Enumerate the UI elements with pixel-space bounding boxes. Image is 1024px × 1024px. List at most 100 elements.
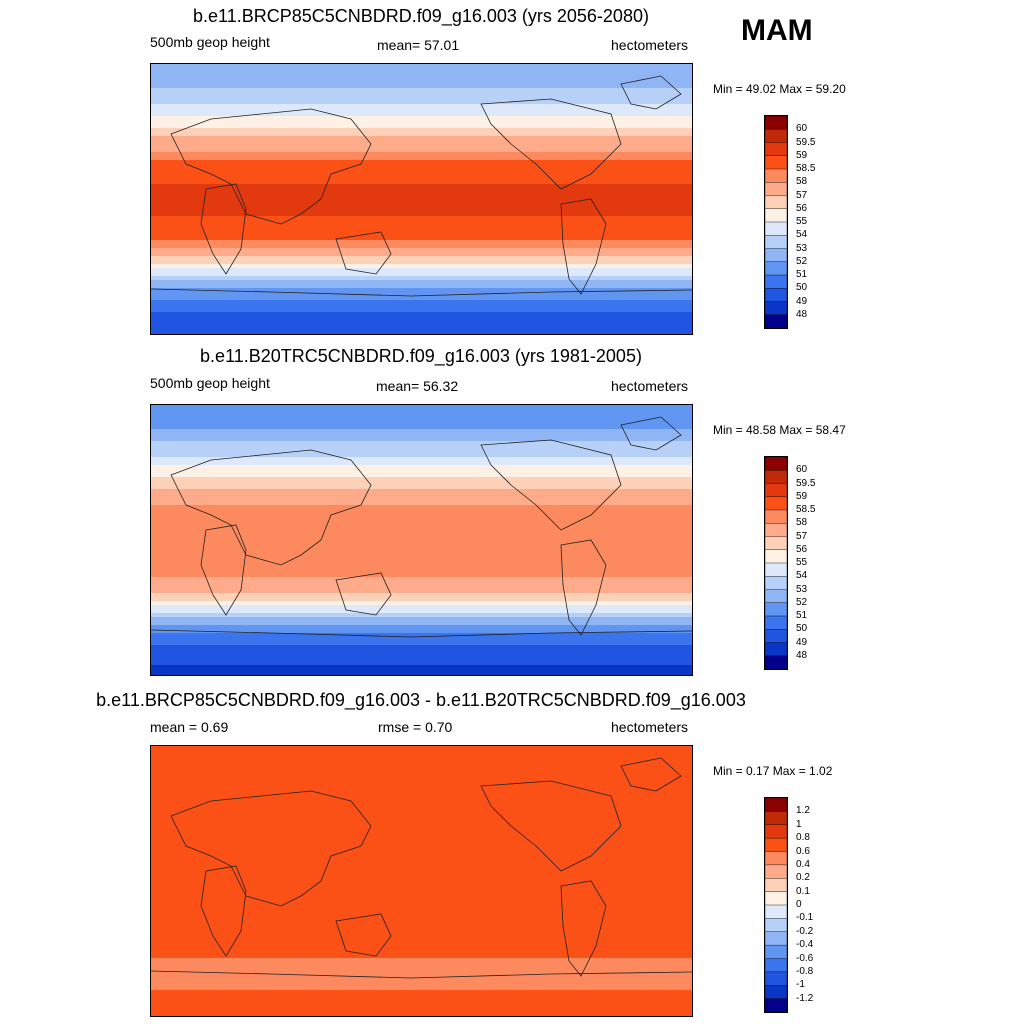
field-band bbox=[151, 750, 692, 755]
field-band bbox=[151, 770, 692, 775]
field-band bbox=[151, 629, 692, 634]
field-band bbox=[151, 826, 692, 831]
colorbar-swatch bbox=[765, 155, 787, 170]
colorbar-swatch bbox=[765, 904, 787, 919]
coastline-outline bbox=[151, 288, 692, 297]
field-band bbox=[151, 80, 692, 85]
field-band bbox=[151, 609, 692, 614]
field-band bbox=[151, 236, 692, 241]
colorbar-swatch bbox=[765, 248, 787, 263]
field-band bbox=[151, 990, 692, 995]
field-band bbox=[151, 332, 692, 334]
field-band bbox=[151, 112, 692, 117]
field-band bbox=[151, 858, 692, 863]
field-band bbox=[151, 441, 692, 446]
field-band bbox=[151, 1010, 692, 1015]
field-band bbox=[151, 64, 692, 69]
field-band bbox=[151, 830, 692, 835]
field-band bbox=[151, 758, 692, 763]
colorbar-tick-label: 55 bbox=[796, 216, 808, 227]
field-band bbox=[151, 128, 692, 133]
field-band bbox=[151, 260, 692, 265]
field-band bbox=[151, 810, 692, 815]
colorbar-tick-label: -1.2 bbox=[796, 992, 814, 1004]
panel-3-colorbar bbox=[764, 797, 788, 1013]
colorbar-tick-label: 59.5 bbox=[796, 136, 816, 148]
colorbar-tick-label: -0.1 bbox=[796, 912, 814, 924]
colorbar-swatch bbox=[765, 470, 787, 485]
coastline-outline bbox=[620, 416, 682, 451]
field-band bbox=[151, 124, 692, 129]
coastline-outline bbox=[170, 449, 372, 566]
colorbar-tick-label: 56 bbox=[796, 543, 808, 555]
field-band bbox=[151, 665, 692, 670]
colorbar-swatch bbox=[765, 824, 787, 839]
colorbar-swatch bbox=[765, 944, 787, 960]
colorbar-tick-label: 57 bbox=[796, 189, 808, 201]
coastline-outline bbox=[560, 880, 607, 977]
colorbar-swatch bbox=[765, 549, 787, 564]
colorbar-swatch bbox=[765, 509, 787, 524]
colorbar-swatch bbox=[765, 208, 787, 223]
panel-3-map bbox=[150, 745, 693, 1017]
field-band bbox=[151, 846, 692, 851]
field-band bbox=[151, 914, 692, 919]
field-band bbox=[151, 425, 692, 430]
field-band bbox=[151, 818, 692, 823]
field-band bbox=[151, 437, 692, 442]
field-band bbox=[151, 930, 692, 935]
panel-1-variable-label: 500mb geop height bbox=[150, 34, 270, 50]
panel-2-title: b.e11.B20TRC5CNBDRD.f09_g16.003 (yrs 198… bbox=[200, 346, 642, 366]
field-band bbox=[151, 942, 692, 947]
field-band bbox=[151, 645, 692, 650]
coastline-outline bbox=[560, 539, 607, 636]
field-band bbox=[151, 272, 692, 277]
field-band bbox=[151, 814, 692, 819]
field-band bbox=[151, 569, 692, 574]
colorbar-swatch bbox=[765, 274, 787, 289]
coastline-outline bbox=[151, 629, 692, 638]
field-band bbox=[151, 501, 692, 506]
colorbar-swatch bbox=[765, 642, 787, 657]
field-band bbox=[151, 136, 692, 141]
colorbar-swatch bbox=[765, 864, 787, 879]
coastline-outline bbox=[480, 439, 622, 531]
field-band bbox=[151, 669, 692, 674]
colorbar-tick-label: 0.4 bbox=[796, 858, 810, 870]
field-band bbox=[151, 216, 692, 221]
field-band bbox=[151, 473, 692, 478]
field-band bbox=[151, 148, 692, 153]
panel-2-map bbox=[150, 404, 693, 676]
field-band bbox=[151, 966, 692, 971]
field-band bbox=[151, 68, 692, 73]
field-band bbox=[151, 405, 692, 410]
season-label: MAM bbox=[741, 14, 813, 47]
field-band bbox=[151, 288, 692, 293]
field-band bbox=[151, 88, 692, 93]
field-band bbox=[151, 605, 692, 610]
colorbar-tick-label: 49 bbox=[796, 295, 808, 307]
colorbar-tick-label: 54 bbox=[796, 229, 808, 241]
field-band bbox=[151, 545, 692, 550]
colorbar-swatch bbox=[765, 837, 787, 853]
field-band bbox=[151, 950, 692, 955]
field-band bbox=[151, 625, 692, 630]
colorbar-swatch bbox=[765, 288, 787, 303]
coastline-outline bbox=[480, 98, 622, 190]
colorbar-swatch bbox=[765, 221, 787, 236]
colorbar-swatch bbox=[765, 891, 787, 906]
colorbar-swatch bbox=[765, 878, 787, 893]
colorbar-tick-label: 59.5 bbox=[796, 477, 816, 489]
field-band bbox=[151, 276, 692, 281]
field-band bbox=[151, 617, 692, 622]
colorbar-tick-label: 51 bbox=[796, 269, 808, 280]
field-band bbox=[151, 802, 692, 807]
field-band bbox=[151, 902, 692, 907]
field-band bbox=[151, 192, 692, 197]
field-band bbox=[151, 280, 692, 285]
field-band bbox=[151, 649, 692, 654]
field-band bbox=[151, 244, 692, 249]
field-band bbox=[151, 469, 692, 474]
colorbar-tick-label: 48 bbox=[796, 649, 808, 661]
colorbar-swatch bbox=[765, 655, 787, 669]
